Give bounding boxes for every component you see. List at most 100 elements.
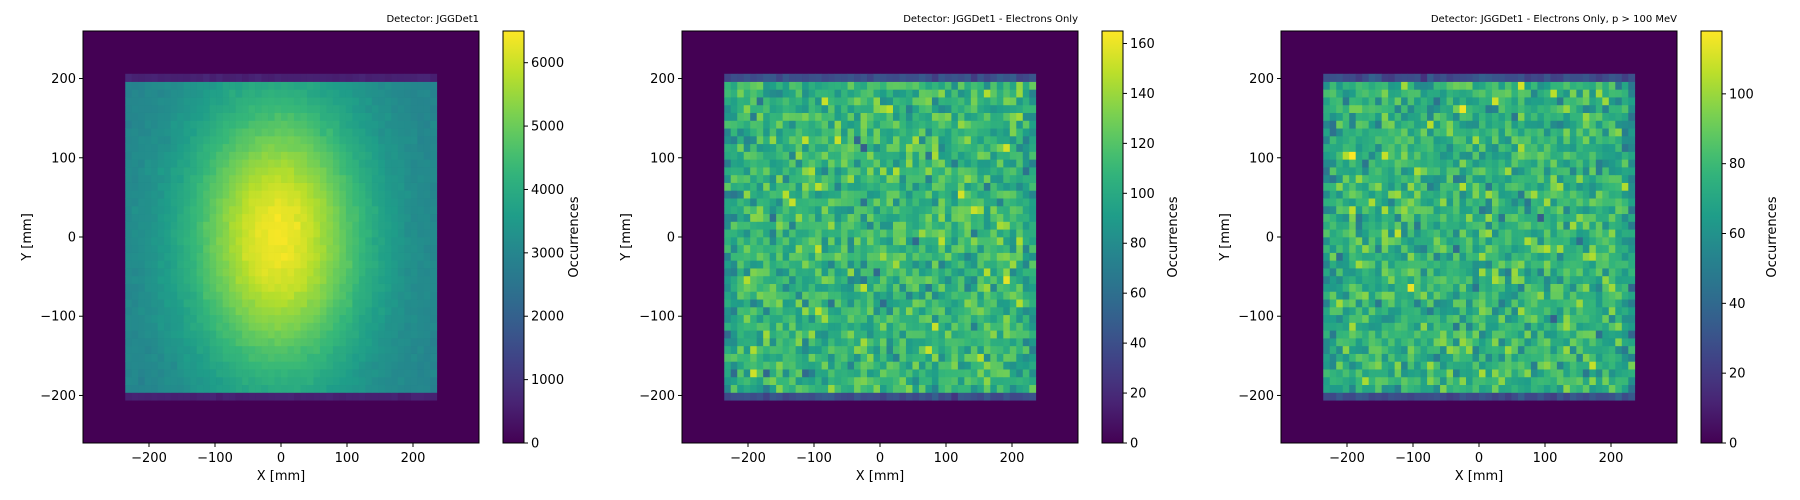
heatmap-cell	[287, 205, 295, 215]
heatmap-cell	[951, 345, 959, 354]
heatmap-cell	[867, 291, 874, 300]
heatmap-cell	[983, 143, 991, 152]
heatmap-cell	[983, 322, 991, 331]
heatmap-cell	[371, 128, 379, 137]
heatmap-cell	[970, 260, 978, 269]
heatmap-cell	[970, 182, 978, 191]
heatmap-cell	[1009, 190, 1017, 199]
heatmap-cell	[131, 314, 139, 323]
heatmap-cell	[905, 345, 913, 354]
heatmap-cell	[815, 314, 822, 323]
heatmap-cell	[138, 128, 146, 137]
heatmap-cell	[730, 345, 738, 354]
heatmap-cell	[1016, 151, 1024, 160]
heatmap-cell	[1022, 237, 1030, 246]
colorbar-tick-label: 120	[1130, 137, 1155, 152]
heatmap-cell	[430, 128, 438, 137]
heatmap-cell	[990, 260, 998, 269]
heatmap-cell	[1375, 361, 1382, 370]
heatmap-cell	[886, 112, 894, 121]
heatmap-cell	[203, 299, 210, 308]
heatmap-cell	[944, 260, 952, 269]
heatmap-cell	[1615, 392, 1623, 401]
heatmap-cell	[782, 221, 790, 230]
heatmap-cell	[293, 345, 301, 354]
heatmap-cell	[1537, 275, 1545, 284]
heatmap-cell	[222, 392, 230, 401]
heatmap-cell	[782, 322, 790, 331]
heatmap-cell	[293, 151, 301, 160]
heatmap-cell	[867, 151, 874, 160]
heatmap-cell	[1368, 306, 1376, 316]
heatmap-cell	[164, 89, 172, 98]
heatmap-cell	[1420, 314, 1428, 323]
y-tick-label: 100	[650, 151, 675, 166]
heatmap-cell	[931, 229, 939, 238]
heatmap-cell	[1537, 392, 1545, 401]
heatmap-cell	[1537, 322, 1545, 331]
heatmap-cell	[281, 120, 288, 129]
heatmap-cell	[170, 167, 178, 176]
heatmap-cell	[261, 221, 269, 230]
heatmap-cell	[332, 330, 340, 339]
heatmap-cell	[828, 330, 835, 339]
heatmap-cell	[404, 135, 412, 145]
heatmap-cell	[371, 229, 379, 238]
heatmap-cell	[378, 299, 386, 308]
heatmap-cell	[248, 260, 256, 269]
heatmap-cell	[268, 392, 275, 401]
heatmap-cell	[235, 283, 243, 292]
heatmap-cell	[1524, 338, 1532, 347]
heatmap-cell	[144, 205, 152, 215]
heatmap-cell	[802, 275, 809, 284]
heatmap-cell	[743, 376, 751, 386]
heatmap-cell	[430, 268, 438, 277]
heatmap-cell	[306, 237, 314, 246]
heatmap-cell	[815, 361, 822, 370]
heatmap-cell	[1016, 213, 1024, 222]
heatmap-cell	[423, 353, 431, 362]
heatmap-cell	[287, 306, 295, 316]
heatmap-cell	[756, 120, 764, 129]
heatmap-cell	[216, 73, 223, 82]
heatmap-cell	[1517, 268, 1525, 277]
heatmap-cell	[977, 384, 985, 393]
heatmap-cell	[763, 306, 771, 316]
heatmap-cell	[1029, 369, 1037, 378]
heatmap-cell	[957, 353, 965, 362]
heatmap-cell	[880, 237, 887, 246]
heatmap-cell	[925, 159, 933, 168]
heatmap-cell	[183, 361, 191, 370]
heatmap-cell	[854, 322, 861, 331]
heatmap-cell	[281, 361, 288, 370]
heatmap-cell	[138, 268, 146, 277]
heatmap-cell	[815, 205, 822, 215]
heatmap-cell	[834, 104, 842, 113]
heatmap-cell	[209, 221, 217, 230]
heatmap-cell	[750, 104, 758, 113]
heatmap-cell	[326, 89, 334, 98]
heatmap-cell	[1582, 283, 1590, 292]
heatmap-cell	[990, 182, 998, 191]
heatmap-cell	[391, 338, 399, 347]
heatmap-cell	[1003, 73, 1011, 82]
heatmap-cell	[1407, 361, 1415, 370]
heatmap-cell	[1329, 322, 1337, 331]
heatmap-cell	[261, 330, 269, 339]
heatmap-cell	[177, 376, 184, 386]
heatmap-cell	[378, 167, 386, 176]
heatmap-cell	[339, 322, 347, 331]
heatmap-cell	[255, 275, 262, 284]
heatmap-cell	[274, 291, 282, 300]
heatmap-cell	[326, 221, 334, 230]
heatmap-cell	[899, 128, 907, 137]
heatmap-cell	[313, 376, 321, 386]
heatmap-cell	[1368, 376, 1376, 386]
heatmap-cell	[1016, 330, 1024, 339]
heatmap-cell	[756, 345, 764, 354]
heatmap-cell	[313, 291, 321, 300]
heatmap-cell	[1022, 205, 1030, 215]
heatmap-cell	[886, 120, 894, 129]
heatmap-cell	[880, 345, 887, 354]
heatmap-cell	[248, 306, 256, 316]
